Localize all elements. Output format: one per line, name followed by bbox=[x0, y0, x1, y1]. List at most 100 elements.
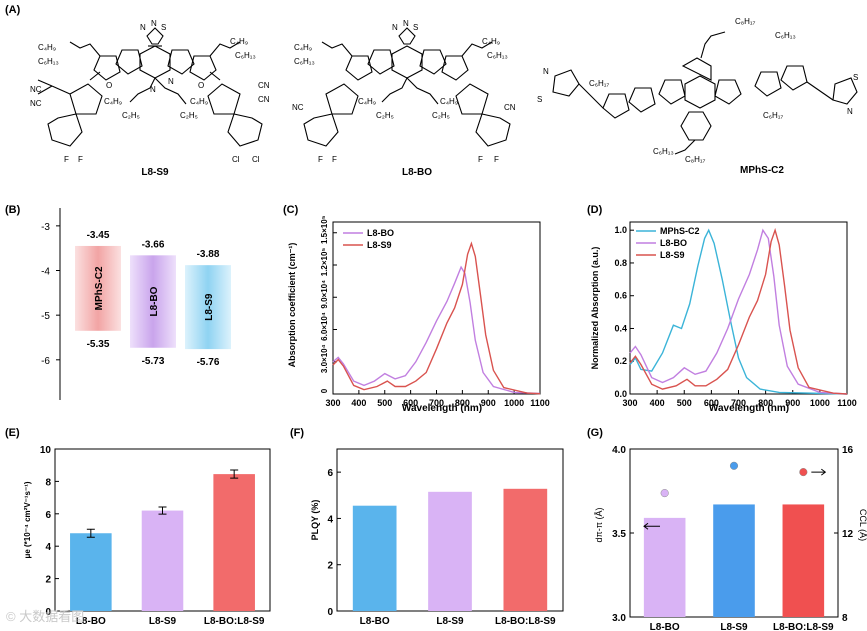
y-tick-label: 0 bbox=[320, 388, 329, 393]
x-tick-label: 600 bbox=[704, 398, 719, 408]
x-tick-label: 800 bbox=[455, 398, 470, 408]
y-tick-label: -4 bbox=[41, 267, 50, 278]
lumo-label: -3.88 bbox=[197, 249, 220, 260]
y-axis-right-label: CCL (Å) bbox=[858, 509, 867, 541]
y-axis-label: Absorption coefficient (cm⁻¹) bbox=[287, 243, 297, 368]
x-tick-label: 500 bbox=[677, 398, 692, 408]
x-tick-label: 1000 bbox=[504, 398, 524, 408]
x-axis-label: Wavelength (nm) bbox=[709, 403, 789, 414]
homo-label: -5.35 bbox=[87, 339, 110, 350]
x-tick-label: 1000 bbox=[810, 398, 830, 408]
y-tick-label: 0.4 bbox=[614, 323, 627, 333]
x-tick-label: 400 bbox=[351, 398, 366, 408]
svg-text:C₄H₉: C₄H₉ bbox=[482, 37, 500, 46]
x-tick-label: 700 bbox=[429, 398, 444, 408]
panel-label-f: (F) bbox=[290, 427, 305, 439]
y-tick-label: 6.0×10⁴ bbox=[320, 312, 329, 341]
svg-text:N: N bbox=[847, 107, 853, 116]
bar-l8-s9 bbox=[141, 510, 184, 611]
svg-text:F: F bbox=[318, 155, 323, 164]
svg-text:O: O bbox=[106, 81, 112, 90]
legend-label: MPhS-C2 bbox=[660, 226, 700, 236]
y-tick-label: 4 bbox=[45, 542, 51, 553]
svg-text:S: S bbox=[853, 73, 858, 82]
molecule-structure-mphs-c2: C₈H₁₇ C₆H₁₃ C₆H₁₃ C₈H₁₇ C₆H₁₇ C₆H₁₇ N S N S bbox=[537, 17, 858, 164]
y-tick-label: 1.2×10⁵ bbox=[320, 248, 329, 277]
svg-text:C₆H₁₃: C₆H₁₃ bbox=[235, 51, 256, 60]
svg-text:N: N bbox=[403, 19, 409, 28]
svg-text:S: S bbox=[413, 23, 418, 32]
svg-text:F: F bbox=[494, 155, 499, 164]
svg-text:C₂H₅: C₂H₅ bbox=[432, 111, 450, 120]
y-tick-label: 1.5×10⁵ bbox=[320, 215, 329, 244]
y-tick-label: 6 bbox=[45, 510, 51, 521]
x-tick-label: 700 bbox=[731, 398, 746, 408]
svg-text:C₂H₅: C₂H₅ bbox=[122, 111, 140, 120]
series-line-l8-s9 bbox=[629, 227, 848, 395]
left-axis-arrow bbox=[643, 522, 660, 530]
ccl-point bbox=[799, 468, 808, 477]
bar-l8-s9 bbox=[713, 504, 755, 617]
svg-text:C₄H₉: C₄H₉ bbox=[230, 37, 248, 46]
svg-text:CN: CN bbox=[504, 103, 516, 112]
y-right-tick-label: 12 bbox=[842, 529, 854, 540]
x-tick-label: 900 bbox=[481, 398, 496, 408]
svg-text:C₈H₁₇: C₈H₁₇ bbox=[735, 17, 756, 26]
y-right-tick-label: 16 bbox=[842, 445, 854, 456]
y-tick-label: 3.0×10⁴ bbox=[320, 344, 329, 373]
homo-label: -5.73 bbox=[142, 356, 165, 367]
homo-label: -5.76 bbox=[197, 357, 220, 368]
svg-text:C₆H₁₃: C₆H₁₃ bbox=[38, 57, 59, 66]
svg-text:C₈H₁₇: C₈H₁₇ bbox=[685, 155, 706, 164]
svg-text:NC: NC bbox=[292, 103, 304, 112]
svg-text:C₄H₉: C₄H₉ bbox=[294, 43, 312, 52]
svg-text:S: S bbox=[161, 23, 166, 32]
y-axis-left-label: dπ-π (Å) bbox=[594, 508, 604, 543]
error-bar bbox=[230, 469, 239, 479]
x-tick-label: L8-S9 bbox=[720, 622, 748, 631]
lumo-label: -3.66 bbox=[142, 239, 165, 250]
x-tick-label: 300 bbox=[622, 398, 637, 408]
y-tick-label: 10 bbox=[40, 445, 52, 456]
material-name: L8-S9 bbox=[204, 293, 215, 321]
plot-frame bbox=[332, 221, 541, 395]
svg-text:F: F bbox=[478, 155, 483, 164]
svg-text:N: N bbox=[392, 23, 398, 32]
svg-text:C₆H₁₃: C₆H₁₃ bbox=[294, 57, 315, 66]
bar-l8-bo-l8-s9 bbox=[213, 474, 255, 611]
energy-box-l8-bo bbox=[130, 255, 176, 348]
y-tick-label: 8 bbox=[45, 477, 51, 488]
energy-box-l8-s9 bbox=[185, 265, 231, 350]
packing-chart: 3.0 3.5 4.0 8 12 16 L8-BO L8-S9 L8-BO:L8-S9 dπ-π… bbox=[594, 445, 867, 631]
legend-label: L8-BO bbox=[660, 238, 687, 248]
y-tick-label: 4 bbox=[327, 514, 333, 525]
svg-text:C₆H₁₃: C₆H₁₃ bbox=[487, 51, 508, 60]
y-tick-label: 0.0 bbox=[614, 389, 627, 399]
panel-label-g: (G) bbox=[587, 427, 603, 439]
series-line-mphs-c2 bbox=[629, 228, 848, 395]
y-axis-label: Normalized Absorption (a.u.) bbox=[590, 247, 600, 370]
x-tick-label: 900 bbox=[785, 398, 800, 408]
svg-text:C₄H₉: C₄H₉ bbox=[104, 97, 122, 106]
svg-text:Cl: Cl bbox=[232, 155, 240, 164]
series-line-l8-bo bbox=[629, 228, 848, 395]
y-axis-label: PLQY (%) bbox=[310, 500, 320, 541]
x-tick-label: L8-BO bbox=[360, 616, 390, 627]
y-tick-label: -6 bbox=[41, 356, 50, 367]
svg-text:C₂H₅: C₂H₅ bbox=[180, 111, 198, 120]
panel-label-e: (E) bbox=[5, 427, 20, 439]
y-left-tick-label: 4.0 bbox=[612, 445, 626, 456]
y-axis-label: μe (*10⁻⁴ cm²V⁻¹s⁻¹) bbox=[23, 481, 32, 558]
y-tick-label: 2 bbox=[45, 575, 51, 586]
panel-label-b: (B) bbox=[5, 204, 21, 216]
x-tick-label: L8-S9 bbox=[436, 616, 464, 627]
legend-label: L8-BO bbox=[367, 228, 394, 238]
error-bar bbox=[86, 528, 95, 538]
x-tick-label: 500 bbox=[377, 398, 392, 408]
svg-text:N: N bbox=[140, 23, 146, 32]
x-tick-label: L8-S9 bbox=[149, 616, 177, 627]
y-tick-label: 2 bbox=[327, 561, 333, 572]
x-tick-label: 300 bbox=[325, 398, 340, 408]
